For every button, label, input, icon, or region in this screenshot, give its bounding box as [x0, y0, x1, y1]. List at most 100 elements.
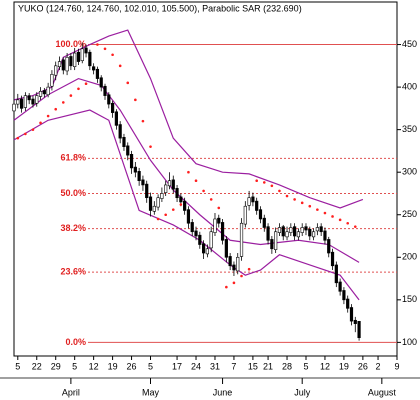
candle-body [274, 231, 278, 250]
candle-body [167, 180, 172, 187]
sar-dot [69, 94, 73, 97]
sar-dot [285, 194, 289, 198]
candle-body [164, 184, 168, 193]
y-tick-label: 200 [402, 252, 417, 262]
candle-body [27, 95, 31, 101]
sar-dot [255, 179, 258, 183]
sar-dot [171, 208, 175, 211]
candle-body [35, 95, 39, 104]
plot-frame [13, 1, 398, 357]
sar-dot [141, 119, 145, 123]
candle-body [76, 51, 81, 62]
candle-body [255, 200, 259, 211]
candle-body [213, 218, 217, 233]
candle-body [243, 205, 247, 225]
x-tick-label: 5 [72, 361, 77, 371]
candle-body [156, 197, 160, 208]
candle-body [145, 183, 149, 199]
candle-body [293, 226, 297, 237]
y-tick-label: 100 [402, 337, 417, 347]
candle-body [69, 56, 73, 67]
level-label: 23.6% [60, 266, 86, 276]
candle-body [319, 226, 323, 233]
candle-body [266, 226, 270, 241]
candle-body [114, 111, 118, 126]
candle-body [300, 227, 304, 233]
sar-dot [202, 189, 205, 193]
candle-body [171, 179, 175, 190]
candle-body [205, 248, 209, 255]
candle-body [315, 227, 319, 232]
sar-dot [209, 198, 213, 201]
candle-body [141, 179, 145, 186]
candle-body [175, 188, 179, 199]
sar-dot [308, 204, 312, 208]
candle-body [209, 231, 213, 249]
sar-dot [247, 267, 251, 271]
sar-dot [240, 274, 243, 278]
candle-body [277, 227, 282, 233]
month-label: July [294, 387, 311, 397]
candle-body [12, 103, 16, 112]
candle-body [126, 145, 130, 156]
sar-dot [149, 145, 152, 148]
sar-dot [84, 82, 88, 85]
x-tick-label: 24 [191, 361, 201, 371]
candle-body [270, 239, 274, 250]
candle-body [84, 47, 88, 54]
sar-dot [16, 136, 20, 140]
x-tick-label: 29 [51, 361, 61, 371]
candle-body [262, 217, 266, 228]
x-tick-label: 7 [231, 361, 236, 371]
candle-body [179, 196, 183, 203]
x-tick-label: 5 [148, 361, 153, 371]
x-tick-label: 28 [282, 361, 292, 371]
sar-dot [31, 128, 35, 131]
x-tick-label: 5 [303, 361, 308, 371]
x-tick-label: 26 [358, 361, 368, 371]
candle-body [327, 239, 331, 254]
sar-dot [39, 121, 42, 125]
sar-dot [232, 281, 236, 285]
x-tick-label: 22 [32, 361, 42, 371]
level-label: 0.0% [65, 337, 86, 347]
candle-body [258, 209, 263, 220]
x-tick-label: 17 [172, 361, 182, 371]
candle-body [92, 66, 96, 71]
candle-body [330, 251, 335, 267]
sar-dot [164, 213, 167, 217]
y-tick-label: 400 [402, 81, 417, 91]
sar-dot [338, 218, 342, 222]
x-tick-label: 19 [108, 361, 118, 371]
candle-body [236, 256, 240, 272]
candle-body [353, 319, 357, 324]
level-label: 38.2% [60, 223, 86, 233]
candle-body [349, 307, 354, 322]
y-tick-label: 450 [402, 39, 417, 49]
candle-body [107, 94, 111, 105]
candle-body [50, 74, 54, 87]
candle-body [65, 57, 69, 72]
chart-title: YUKO (124.760, 124.760, 102.010, 105.500… [18, 3, 302, 13]
candle-body [251, 196, 255, 203]
x-tick-label: 21 [263, 361, 273, 371]
candle-body [46, 86, 50, 96]
x-tick-label: 31 [210, 361, 220, 371]
candle-body [289, 227, 293, 233]
candle-body [152, 205, 156, 212]
candle-body [239, 222, 244, 257]
sar-dot [194, 179, 198, 183]
candle-body [338, 281, 342, 292]
y-tick-label: 350 [402, 124, 417, 134]
sar-dot [134, 98, 137, 102]
month-label: August [368, 387, 397, 397]
candle-body [346, 298, 350, 309]
sar-dot [103, 47, 107, 51]
candle-body [224, 239, 228, 258]
sar-dot [187, 170, 190, 174]
candle-body [118, 124, 122, 139]
sar-dot [225, 285, 228, 289]
sar-dot [217, 206, 221, 210]
candle-body [183, 200, 187, 211]
